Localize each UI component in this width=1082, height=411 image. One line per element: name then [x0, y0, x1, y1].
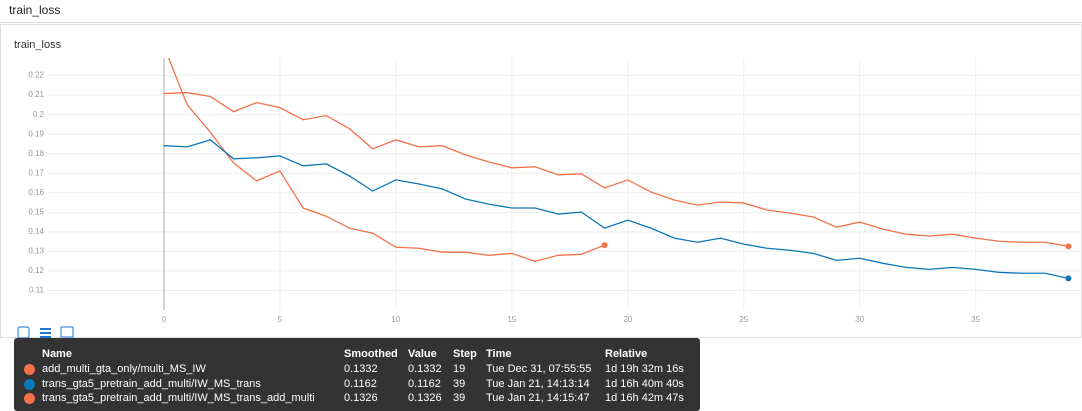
x-tick-label: 5 — [278, 315, 283, 324]
cell: add_multi_gta_only/multi_MS_IW — [42, 363, 206, 375]
y-tick-label: 0.22 — [28, 71, 44, 80]
cell: Tue Jan 21, 14:13:14 — [486, 377, 590, 390]
toolbar — [17, 326, 74, 338]
y-tick-label: 0.11 — [29, 286, 45, 295]
chart: train_loss 0.11 0.12 0.13 0.14 0.15 0.16 0.17 0… — [0, 24, 1082, 338]
legend-swatch — [24, 378, 35, 390]
plot-area — [163, 58, 1069, 279]
column-header: Smoothed — [344, 348, 398, 360]
card — [0, 24, 1082, 338]
cell: 1d 16h 42m 47s — [605, 392, 684, 404]
cell: Tue Dec 31, 07:55:55 — [486, 363, 592, 375]
zoom-button[interactable] — [17, 326, 30, 338]
y-tick-label: 0.16 — [28, 188, 44, 197]
y-tick-label: 0.12 — [28, 266, 44, 275]
legend-swatch — [24, 393, 35, 404]
y-tick-label: 0.13 — [28, 247, 44, 256]
cell: trans_gta5_pretrain_add_multi/IW_MS_tran… — [42, 377, 261, 390]
column-header: Value — [408, 348, 437, 360]
cell: 0.1162 — [344, 377, 377, 390]
cell: 0.1326 — [344, 392, 378, 404]
x-tick-label: 25 — [739, 315, 748, 324]
cell: 1d 19h 32m 16s — [605, 363, 684, 375]
cell: 39 — [453, 377, 466, 390]
x-tick-label: 35 — [971, 315, 980, 324]
y-tick-label: 0.19 — [28, 129, 44, 138]
cell: 0.1332 — [408, 363, 442, 375]
column-header: Name — [42, 348, 72, 360]
cell: 0.1326 — [408, 392, 442, 404]
x-tick-label: 30 — [855, 315, 864, 324]
fit-button[interactable] — [60, 326, 74, 338]
y-tick-label: 0.14 — [28, 227, 44, 236]
cell: 1d 16h 40m 40s — [605, 377, 684, 390]
y-tick-label: 0.17 — [28, 168, 44, 177]
cell: 0.1162 — [408, 377, 441, 390]
cell: 19 — [453, 363, 466, 375]
series-end-point — [1065, 275, 1072, 282]
cell: Tue Jan 21, 14:15:47 — [486, 392, 590, 404]
series-line — [167, 58, 605, 263]
y-tick-label: 0.18 — [28, 149, 44, 158]
y-tick-label: 0.2 — [33, 110, 45, 119]
chart-title: train_loss — [14, 39, 62, 51]
x-tick-label: 10 — [391, 315, 400, 324]
series-line — [163, 91, 1069, 247]
legend-swatch — [24, 364, 35, 375]
column-header: Time — [486, 348, 512, 360]
column-header: Relative — [605, 348, 648, 360]
x-tick-label: 0 — [162, 315, 167, 324]
section-title: train_loss — [9, 3, 61, 17]
x-tick-label: 20 — [623, 315, 632, 324]
series-end-point — [1065, 243, 1072, 250]
y-tick-label: 0.15 — [28, 207, 44, 216]
cell: trans_gta5_pretrain_add_multi/IW_MS_tran… — [42, 392, 315, 404]
cell: 0.1332 — [344, 363, 378, 375]
section-header[interactable]: train_loss — [0, 0, 1082, 23]
cell: 39 — [453, 392, 466, 404]
log-toggle[interactable] — [40, 328, 51, 338]
y-tick-label: 0.21 — [28, 90, 44, 99]
column-header: Step — [453, 348, 477, 360]
tooltip: Name Smoothed Value Step Time Relative add_mul… — [14, 338, 700, 411]
series-line — [163, 139, 1069, 279]
series-end-point — [601, 242, 608, 249]
x-tick-label: 15 — [507, 315, 516, 324]
